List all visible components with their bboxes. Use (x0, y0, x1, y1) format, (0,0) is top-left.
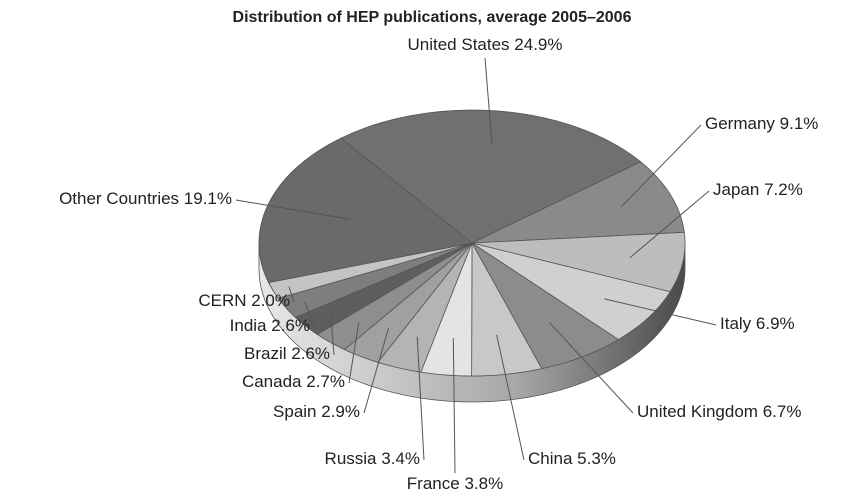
slice-label: Spain 2.9% (273, 402, 360, 421)
leader-line (484, 57, 493, 145)
leader-line (496, 334, 525, 461)
category-label: CERN (198, 291, 246, 310)
category-label: Japan (713, 180, 759, 199)
category-label: Russia (325, 449, 378, 468)
category-label: Canada (242, 372, 302, 391)
slice-label: Brazil 2.6% (244, 344, 330, 363)
value-label: 3.8% (464, 474, 503, 493)
pie-slice (258, 137, 473, 284)
value-label: 3.4% (381, 449, 420, 468)
value-label: 24.9% (514, 35, 562, 54)
leader-line (629, 190, 710, 259)
chart-title: Distribution of HEP publications, averag… (233, 9, 632, 26)
category-label: Brazil (244, 344, 287, 363)
leader-line (452, 338, 456, 474)
leader-line (416, 336, 425, 461)
value-label: 6.9% (756, 314, 795, 333)
leader-line (620, 124, 702, 208)
value-label: 5.3% (577, 449, 616, 468)
slice-label: Italy 6.9% (720, 314, 795, 333)
value-label: 2.7% (306, 372, 345, 391)
leader-line (348, 322, 360, 384)
category-label: Italy (720, 314, 752, 333)
slice-label: CERN 2.0% (198, 291, 290, 310)
slice-label: France 3.8% (407, 474, 503, 493)
category-label: China (528, 449, 573, 468)
category-label: Spain (273, 402, 316, 421)
value-label: 2.0% (251, 291, 290, 310)
value-label: 2.6% (271, 316, 310, 335)
leader-line (549, 322, 634, 414)
value-label: 2.9% (321, 402, 360, 421)
leader-line (235, 199, 351, 220)
value-label: 6.7% (763, 402, 802, 421)
leader-line (330, 313, 335, 356)
leader-line (604, 298, 717, 326)
leader-line (363, 327, 390, 414)
pie-slice (471, 161, 685, 244)
slice-label: India 2.6% (230, 316, 310, 335)
slice-label: Germany 9.1% (705, 114, 818, 133)
value-label: 2.6% (291, 344, 330, 363)
category-label: France (407, 474, 460, 493)
value-label: 19.1% (184, 189, 232, 208)
slice-label: China 5.3% (528, 449, 616, 468)
leader-line (288, 286, 295, 303)
slice-label: Canada 2.7% (242, 372, 345, 391)
slice-label: Japan 7.2% (713, 180, 803, 199)
slice-label: Other Countries 19.1% (59, 189, 232, 208)
category-label: Other Countries (59, 189, 179, 208)
category-label: United States (408, 35, 510, 54)
category-label: India (230, 316, 267, 335)
slice-label: Russia 3.4% (325, 449, 420, 468)
category-label: United Kingdom (637, 402, 758, 421)
category-label: Germany (705, 114, 775, 133)
slice-label: United States 24.9% (408, 35, 563, 54)
value-label: 9.1% (780, 114, 819, 133)
slice-label: United Kingdom 6.7% (637, 402, 801, 421)
pie-slice (340, 109, 642, 244)
value-label: 7.2% (764, 180, 803, 199)
leader-line (304, 301, 315, 328)
